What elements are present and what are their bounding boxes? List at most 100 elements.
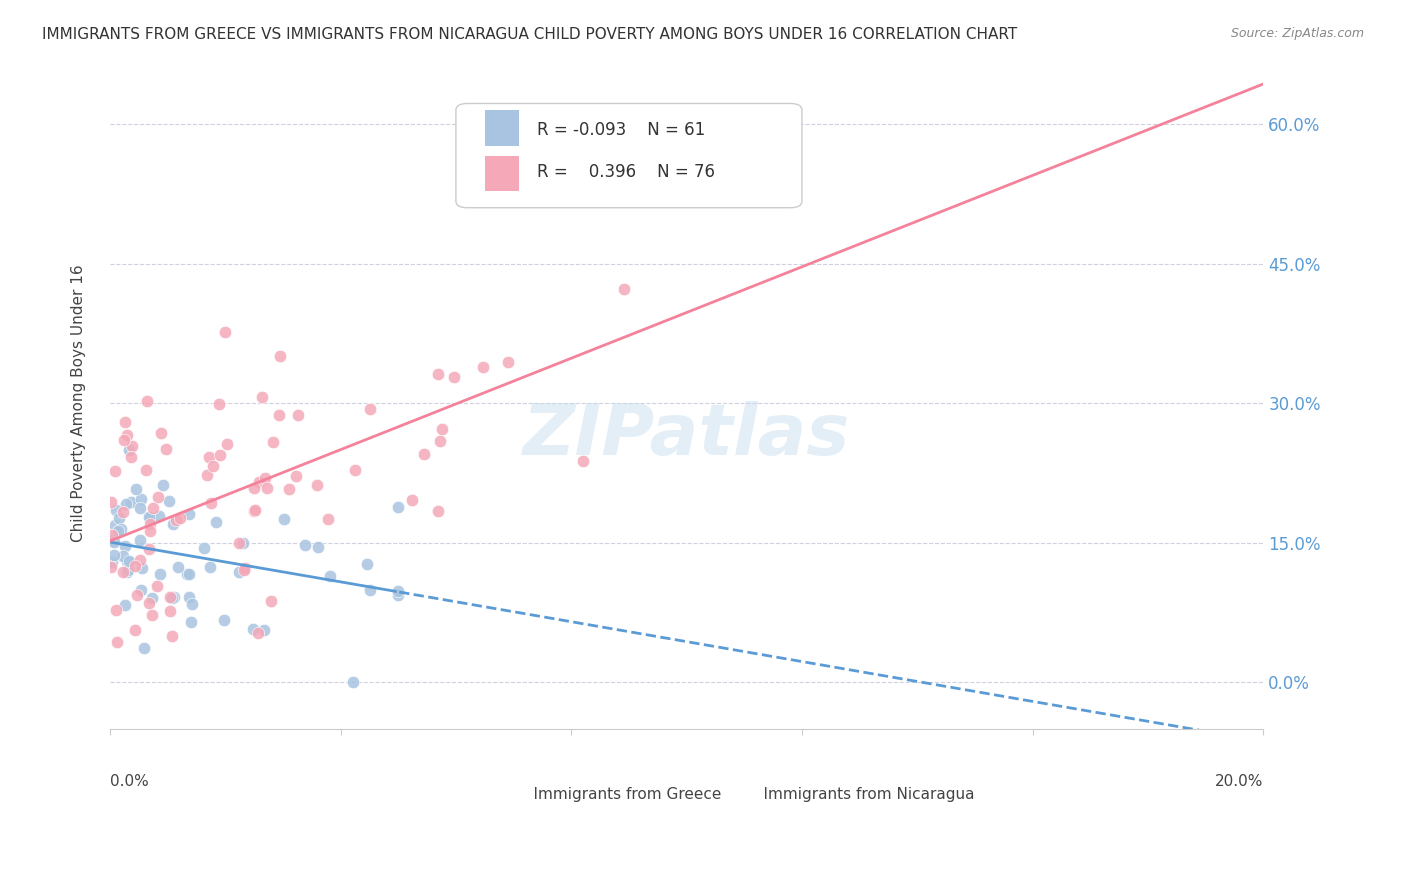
Point: [432, 422, 454, 436]
Point: [233, 563, 256, 577]
Point: [235, 561, 257, 575]
Point: [141, 607, 163, 622]
Point: [207, 397, 229, 411]
Point: [387, 583, 409, 598]
Text: ZIPatlas: ZIPatlas: [523, 401, 851, 470]
Point: [100, 560, 122, 574]
Point: [195, 467, 218, 482]
Point: [287, 409, 309, 423]
Point: [124, 623, 146, 637]
Point: [132, 640, 155, 655]
Point: [131, 561, 153, 575]
Point: [103, 548, 125, 562]
Point: [114, 540, 136, 554]
Point: [104, 503, 127, 517]
Point: [247, 475, 270, 490]
Point: [269, 349, 291, 363]
FancyBboxPatch shape: [456, 103, 801, 208]
Y-axis label: Child Poverty Among Boys Under 16: Child Poverty Among Boys Under 16: [72, 264, 86, 542]
Point: [159, 590, 181, 604]
Point: [443, 370, 465, 384]
Point: [426, 367, 449, 381]
Point: [114, 599, 136, 613]
Point: [146, 580, 169, 594]
Point: [200, 495, 222, 509]
Point: [101, 528, 124, 542]
Point: [176, 567, 198, 582]
Point: [117, 563, 139, 577]
Point: [215, 437, 238, 451]
Point: [319, 569, 342, 583]
Point: [356, 557, 378, 571]
Point: [401, 492, 423, 507]
FancyBboxPatch shape: [513, 772, 538, 797]
Point: [103, 535, 125, 549]
Point: [148, 490, 170, 504]
Point: [278, 483, 301, 497]
Text: IMMIGRANTS FROM GREECE VS IMMIGRANTS FROM NICARAGUA CHILD POVERTY AMONG BOYS UND: IMMIGRANTS FROM GREECE VS IMMIGRANTS FRO…: [42, 27, 1018, 42]
Point: [285, 469, 308, 483]
Point: [387, 500, 409, 514]
Point: [613, 282, 636, 296]
Point: [118, 442, 141, 457]
Point: [110, 522, 132, 536]
Point: [254, 471, 277, 485]
Point: [429, 434, 451, 448]
Point: [159, 604, 181, 618]
Point: [152, 478, 174, 492]
FancyBboxPatch shape: [485, 110, 519, 145]
Point: [307, 541, 329, 555]
Point: [100, 494, 122, 508]
Point: [193, 541, 215, 556]
Point: [496, 355, 519, 369]
Point: [259, 593, 281, 607]
Text: Immigrants from Nicaragua: Immigrants from Nicaragua: [744, 788, 974, 803]
Text: 0.0%: 0.0%: [110, 774, 149, 789]
FancyBboxPatch shape: [744, 772, 769, 797]
Point: [256, 481, 278, 495]
Point: [214, 325, 236, 339]
Point: [177, 590, 200, 604]
FancyBboxPatch shape: [485, 155, 519, 192]
Point: [139, 511, 162, 525]
Point: [115, 497, 138, 511]
Point: [107, 635, 129, 649]
Point: [205, 515, 228, 529]
Point: [128, 533, 150, 547]
Point: [169, 511, 191, 525]
Point: [124, 559, 146, 574]
Point: [163, 590, 186, 604]
Point: [232, 535, 254, 549]
Point: [115, 554, 138, 568]
Point: [128, 501, 150, 516]
Point: [115, 427, 138, 442]
Point: [160, 630, 183, 644]
Point: [162, 516, 184, 531]
Point: [155, 442, 177, 456]
Point: [111, 505, 134, 519]
Point: [107, 511, 129, 525]
Point: [121, 439, 143, 453]
Point: [710, 163, 733, 178]
Point: [262, 435, 284, 450]
Point: [135, 393, 157, 408]
Point: [269, 408, 291, 422]
Point: [120, 495, 142, 509]
Point: [138, 542, 160, 557]
Point: [112, 433, 135, 447]
Point: [157, 494, 180, 508]
Point: [139, 524, 162, 538]
Point: [111, 549, 134, 564]
Point: [179, 508, 201, 522]
Point: [120, 450, 142, 464]
Point: [118, 554, 141, 568]
Point: [150, 426, 173, 441]
Point: [343, 463, 366, 477]
Point: [243, 504, 266, 518]
Point: [246, 625, 269, 640]
Point: [125, 483, 148, 497]
Text: R = -0.093    N = 61: R = -0.093 N = 61: [537, 120, 704, 138]
Point: [228, 536, 250, 550]
Point: [180, 615, 202, 629]
Point: [117, 565, 139, 579]
